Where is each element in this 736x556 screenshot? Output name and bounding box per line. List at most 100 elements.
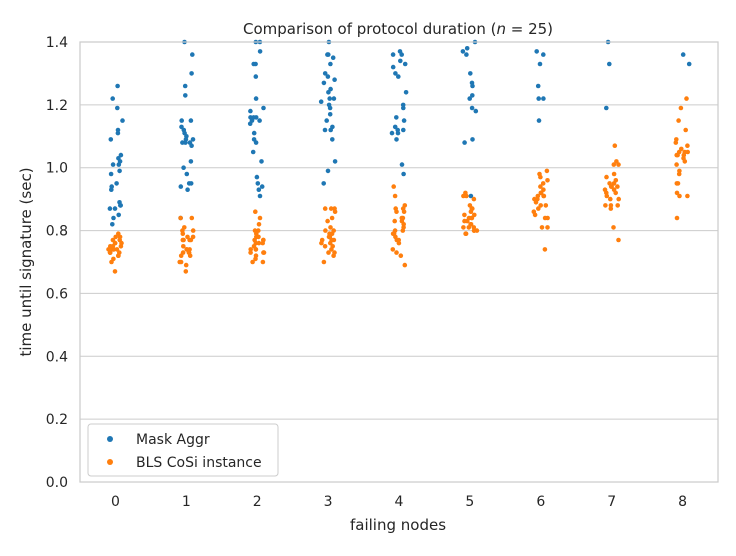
data-point-bls-cosi — [674, 152, 679, 158]
legend: Mask Aggr BLS CoSi instance — [87, 423, 279, 477]
data-point-bls-cosi — [685, 193, 690, 199]
data-point-bls-cosi — [683, 127, 688, 133]
y-tick-label: 1.0 — [46, 161, 68, 177]
data-point-mask-aggr — [257, 193, 263, 199]
data-point-bls-cosi — [253, 247, 259, 252]
data-point-bls-cosi — [248, 250, 253, 255]
data-point-bls-cosi — [611, 181, 617, 186]
data-point-mask-aggr — [395, 130, 401, 136]
data-point-bls-cosi — [189, 215, 195, 221]
data-point-mask-aggr — [330, 55, 336, 60]
data-point-bls-cosi — [328, 240, 333, 246]
data-point-mask-aggr — [322, 127, 328, 133]
data-point-bls-cosi — [107, 250, 113, 255]
data-point-mask-aggr — [255, 181, 261, 186]
data-point-bls-cosi — [319, 240, 324, 246]
y-axis-ticks: 0.0 0.2 0.4 0.6 0.8 1.0 1.2 1.4 — [46, 35, 68, 491]
data-point-bls-cosi — [256, 222, 262, 227]
data-point-bls-cosi — [542, 247, 548, 252]
data-point-bls-cosi — [112, 240, 118, 246]
data-point-mask-aggr — [541, 96, 546, 101]
data-point-mask-aggr — [247, 121, 253, 126]
data-point-bls-cosi — [190, 228, 196, 233]
data-point-bls-cosi — [532, 212, 538, 218]
data-point-mask-aggr — [325, 168, 331, 174]
data-point-mask-aggr — [253, 61, 258, 67]
data-point-mask-aggr — [112, 206, 118, 211]
data-point-mask-aggr — [390, 64, 396, 70]
data-point-bls-cosi — [253, 256, 258, 262]
x-axis-label: failing nodes — [350, 516, 446, 534]
x-tick-label: 1 — [182, 494, 191, 510]
data-point-bls-cosi — [187, 253, 193, 258]
data-point-bls-cosi — [608, 184, 614, 189]
data-point-bls-cosi — [119, 240, 124, 246]
data-point-bls-cosi — [541, 187, 546, 192]
data-point-bls-cosi — [676, 171, 682, 177]
data-point-bls-cosi — [541, 193, 547, 199]
data-point-mask-aggr — [401, 118, 407, 123]
data-point-mask-aggr — [188, 118, 194, 123]
data-point-bls-cosi — [673, 140, 679, 145]
data-point-mask-aggr — [183, 93, 188, 98]
data-point-mask-aggr — [468, 193, 474, 199]
y-tick-label: 0.0 — [46, 475, 68, 491]
data-point-mask-aggr — [327, 112, 333, 117]
data-point-mask-aggr — [469, 105, 475, 111]
legend-label: BLS CoSi instance — [136, 455, 262, 471]
data-point-bls-cosi — [603, 203, 608, 208]
data-point-mask-aggr — [394, 137, 399, 142]
data-point-bls-cosi — [470, 206, 475, 211]
y-tick-label: 1.2 — [46, 98, 68, 114]
data-point-bls-cosi — [533, 200, 539, 205]
data-point-bls-cosi — [608, 206, 614, 211]
data-point-bls-cosi — [608, 203, 614, 208]
data-point-bls-cosi — [392, 193, 398, 199]
data-point-bls-cosi — [396, 240, 402, 246]
data-point-bls-cosi — [615, 203, 620, 208]
data-point-mask-aggr — [464, 52, 469, 57]
data-point-mask-aggr — [327, 96, 333, 101]
data-point-bls-cosi — [462, 218, 467, 224]
data-point-bls-cosi — [677, 193, 682, 199]
data-point-mask-aggr — [686, 61, 692, 67]
data-point-bls-cosi — [540, 181, 546, 186]
data-points — [106, 39, 692, 274]
data-point-mask-aggr — [189, 71, 194, 76]
data-point-bls-cosi — [322, 244, 328, 249]
data-point-mask-aggr — [108, 137, 114, 142]
data-point-bls-cosi — [612, 143, 618, 148]
data-point-mask-aggr — [111, 215, 116, 221]
data-point-mask-aggr — [115, 105, 120, 111]
data-point-bls-cosi — [545, 178, 550, 183]
data-point-bls-cosi — [181, 237, 186, 243]
data-point-bls-cosi — [400, 228, 406, 233]
data-point-bls-cosi — [616, 196, 621, 202]
data-point-bls-cosi — [682, 159, 688, 164]
data-point-bls-cosi — [471, 196, 477, 202]
data-point-bls-cosi — [248, 247, 253, 252]
data-point-mask-aggr — [398, 58, 403, 64]
data-point-bls-cosi — [685, 143, 690, 148]
data-point-bls-cosi — [539, 225, 545, 230]
data-point-mask-aggr — [108, 171, 114, 177]
data-point-bls-cosi — [321, 259, 327, 265]
legend-entries: Mask Aggr BLS CoSi instance — [107, 432, 262, 471]
data-point-bls-cosi — [184, 247, 189, 252]
data-point-bls-cosi — [471, 228, 477, 233]
data-point-bls-cosi — [684, 96, 689, 101]
y-tick-label: 0.2 — [46, 412, 68, 428]
data-point-mask-aggr — [680, 52, 686, 57]
data-point-bls-cosi — [180, 231, 186, 236]
data-point-mask-aggr — [256, 187, 262, 192]
data-point-mask-aggr — [259, 159, 264, 164]
data-point-mask-aggr — [462, 140, 467, 145]
legend-marker — [107, 436, 113, 442]
data-point-bls-cosi — [538, 203, 543, 208]
data-point-bls-cosi — [326, 234, 332, 240]
data-point-bls-cosi — [538, 174, 543, 180]
data-point-mask-aggr — [248, 108, 253, 114]
data-point-mask-aggr — [117, 168, 122, 174]
data-point-bls-cosi — [329, 215, 335, 221]
data-point-mask-aggr — [399, 162, 405, 167]
